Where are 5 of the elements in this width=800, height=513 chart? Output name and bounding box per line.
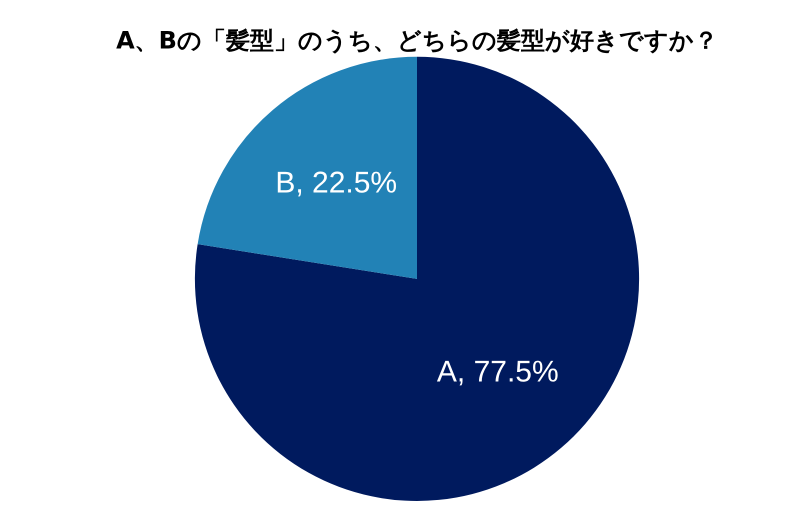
slice-label: B — [275, 166, 296, 200]
data-label: , 77.5% — [456, 356, 559, 389]
data-label: , 22.5% — [295, 166, 398, 200]
chart-title: A、Bの「髪型」のうち、どちらの髪型が好きですか？ — [116, 26, 718, 55]
slice-label: A — [436, 356, 457, 389]
